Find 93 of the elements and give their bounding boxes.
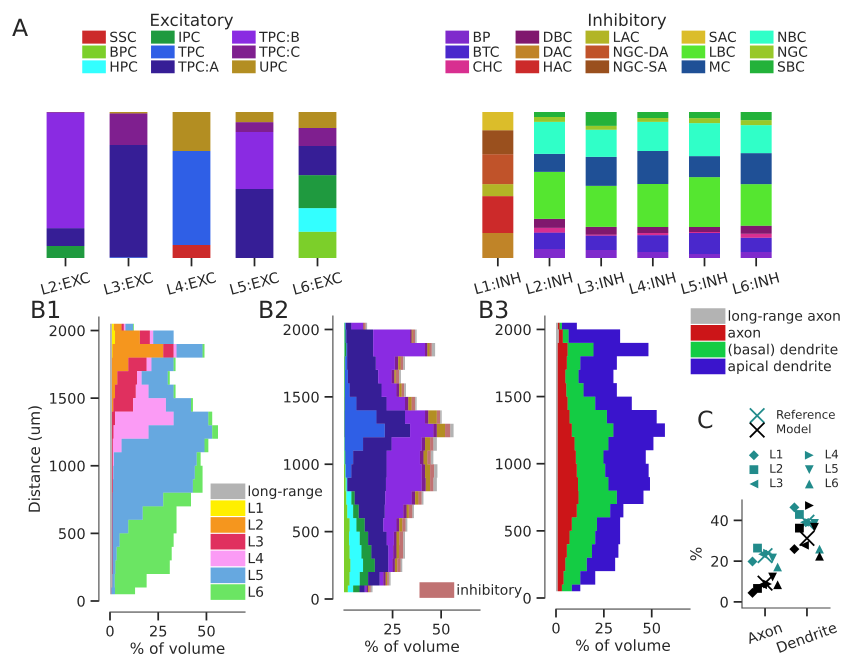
x-tick-label: L5:INH — [680, 272, 728, 294]
legend-label: BTC — [474, 46, 499, 57]
legend-label: L3 — [248, 536, 263, 547]
legend-label: TPC:B — [259, 32, 299, 42]
legend-label: SSC — [110, 32, 136, 42]
legend-label: L5 — [826, 464, 838, 473]
legend-label: L6 — [248, 586, 264, 597]
legend-label: L5 — [248, 570, 263, 580]
y-tick-label: 0 — [77, 596, 85, 607]
legend-label: SAC — [710, 32, 736, 42]
y-tick-label: 2000 — [50, 325, 85, 336]
legend-label: UPC — [260, 61, 287, 72]
legend-label: DBC — [544, 32, 572, 42]
legend-label: L3 — [770, 478, 782, 488]
legend-label: L2 — [770, 464, 782, 473]
legend-label: LBC — [710, 46, 735, 57]
y-tick-label: 2000 — [496, 324, 531, 336]
y-tick-label: 1000 — [496, 458, 531, 470]
x-tick-label: L1:INH — [474, 272, 521, 294]
text: B2 — [260, 300, 287, 318]
x-axis-title: % of volume — [130, 642, 224, 654]
legend-label: NBC — [778, 32, 806, 42]
legend-label: inhibitory — [458, 584, 522, 598]
x-tick-label: L4:INH — [629, 272, 676, 294]
y-tick-label: 2000 — [284, 324, 319, 336]
legend-label: NGC-SA — [614, 61, 667, 72]
x-tick-label: 25 — [150, 626, 166, 637]
y-tick-label: 1000 — [50, 460, 85, 472]
x-tick-label: L2:INH — [526, 272, 573, 294]
chart-title: Inhibitory — [588, 13, 666, 30]
x-tick-label: 0 — [106, 626, 114, 637]
legend-label: L4 — [826, 450, 838, 458]
legend-label: MC — [710, 61, 730, 72]
legend-label: NGC-DA — [614, 46, 668, 57]
legend-label: CHC — [473, 61, 502, 72]
legend-label: BP — [474, 32, 490, 42]
y-tick-label: 500 — [58, 528, 85, 540]
y-tick-label: 500 — [292, 526, 319, 538]
legend-label: apical dendrite — [728, 360, 831, 374]
y-tick-label: 0 — [523, 592, 531, 604]
legend-label: TPC:C — [259, 46, 300, 57]
legend-label: long-range — [248, 486, 322, 499]
legend-label: L6 — [826, 478, 838, 488]
legend-label: HPC — [110, 61, 138, 72]
x-tick-label: 50 — [644, 622, 660, 634]
x-tick-label: 50 — [432, 624, 450, 635]
legend-label: (basal) dendrite — [728, 344, 838, 356]
x-tick-label: 25 — [596, 622, 612, 634]
legend-label: TPC — [178, 46, 204, 57]
y-tick-label: 1500 — [496, 391, 531, 402]
text: A — [12, 18, 28, 36]
legend-label: L1 — [248, 502, 263, 513]
legend-label: long-range axon — [728, 310, 840, 324]
legend-label: BPC — [110, 46, 136, 57]
legend-label: IPC — [179, 32, 200, 42]
legend-label: TPC:A — [178, 61, 219, 72]
legend-label: Reference — [777, 410, 835, 419]
text: C — [698, 410, 712, 428]
y-tick-label: 500 — [504, 526, 531, 537]
x-axis-title: % of volume — [576, 639, 670, 652]
legend-label: L1 — [770, 450, 782, 458]
x-tick-label: L6:EXC — [292, 272, 342, 295]
y-tick-label: 20 — [711, 556, 728, 567]
x-tick-label: L4:EXC — [166, 272, 216, 295]
y-tick-label: 0 — [311, 594, 319, 605]
x-axis-title: % of volume — [365, 640, 459, 652]
y-tick-label: 1000 — [284, 458, 319, 470]
x-tick-label: 25 — [384, 624, 401, 635]
legend-label: L2 — [248, 519, 263, 530]
text: B1 — [32, 300, 60, 318]
x-tick-label: 0 — [552, 622, 560, 634]
legend-label: NGC — [778, 46, 808, 57]
legend-label: L4 — [248, 553, 264, 564]
x-tick-label: L6:INH — [732, 272, 780, 294]
x-tick-label: L3:EXC — [104, 272, 154, 295]
y-tick-label: 1500 — [284, 392, 319, 403]
legend-label: Model — [777, 424, 810, 434]
legend-label: axon — [728, 330, 760, 338]
y-tick-label: 1500 — [50, 392, 85, 404]
x-tick-label: L2:EXC — [40, 272, 90, 295]
chart-title: Excitatory — [151, 13, 234, 30]
legend-label: SBC — [778, 61, 804, 72]
legend-label: LAC — [614, 32, 639, 42]
text: B3 — [480, 300, 508, 318]
y-axis-title: % — [690, 548, 702, 560]
y-axis-title: Distance (um) — [28, 406, 42, 512]
y-tick-label: 40 — [710, 515, 728, 526]
x-tick-label: L3:INH — [577, 272, 624, 294]
legend-label: DAC — [544, 46, 572, 57]
legend-label: HAC — [544, 61, 572, 72]
x-tick-label: 50 — [198, 626, 215, 637]
y-tick-label: 0 — [720, 596, 728, 608]
x-tick-label: L5:EXC — [230, 272, 280, 295]
